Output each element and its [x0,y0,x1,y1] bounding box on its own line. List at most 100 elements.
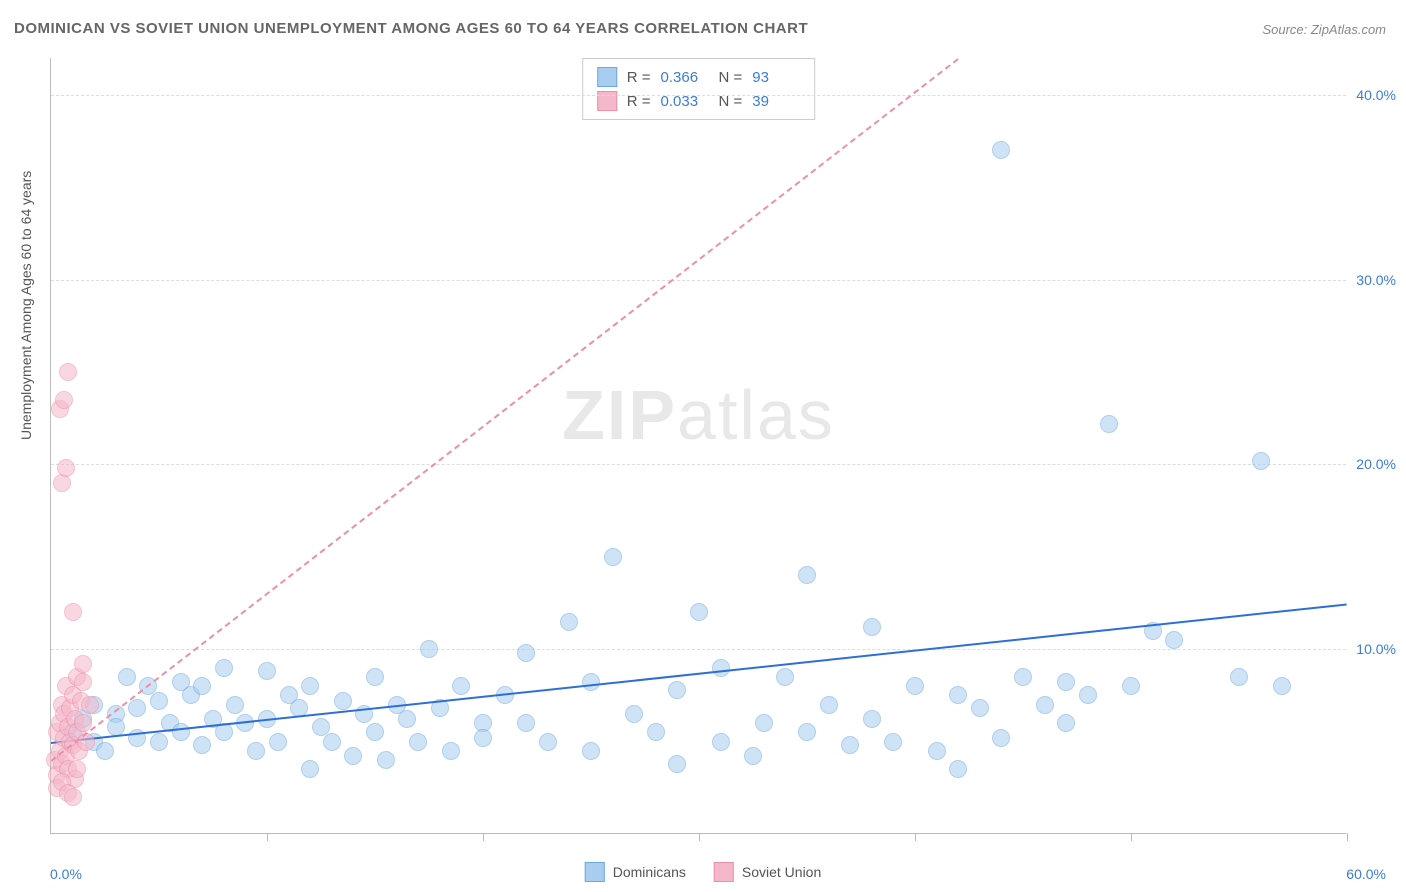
data-point [798,723,816,741]
data-point [81,696,99,714]
data-point [992,729,1010,747]
data-point [1057,673,1075,691]
data-point [64,788,82,806]
legend-swatch [585,862,605,882]
chart-title: DOMINICAN VS SOVIET UNION UNEMPLOYMENT A… [14,20,808,37]
y-tick-label: 40.0% [1356,87,1396,103]
data-point [128,699,146,717]
data-point [884,733,902,751]
data-point [690,603,708,621]
data-point [150,692,168,710]
n-label: N = [719,69,743,86]
data-point [323,733,341,751]
legend-label: Soviet Union [742,864,821,880]
data-point [150,733,168,751]
data-point [57,459,75,477]
data-point [301,677,319,695]
r-label: R = [627,69,651,86]
legend-swatch [714,862,734,882]
data-point [74,673,92,691]
stats-legend-row: R =0.033N =39 [597,89,801,113]
data-point [744,747,762,765]
data-point [1230,668,1248,686]
data-point [377,751,395,769]
data-point [59,363,77,381]
gridline [51,649,1346,650]
data-point [301,760,319,778]
data-point [625,705,643,723]
data-point [1079,686,1097,704]
data-point [1252,452,1270,470]
data-point [334,692,352,710]
data-point [517,644,535,662]
data-point [1057,714,1075,732]
data-point [420,640,438,658]
scatter-plot-area: ZIPatlas R =0.366N =93R =0.033N =39 [50,58,1346,834]
data-point [928,742,946,760]
stats-legend-row: R =0.366N =93 [597,65,801,89]
data-point [247,742,265,760]
x-axis-max-label: 60.0% [1346,866,1386,882]
data-point [1100,415,1118,433]
data-point [474,729,492,747]
data-point [1165,631,1183,649]
data-point [992,141,1010,159]
data-point [517,714,535,732]
data-point [539,733,557,751]
y-tick-label: 20.0% [1356,456,1396,472]
series-legend: Dominicans Soviet Union [585,862,822,882]
data-point [712,733,730,751]
data-point [949,760,967,778]
y-axis-label: Unemployment Among Ages 60 to 64 years [18,171,34,440]
data-point [226,696,244,714]
x-tick [1131,833,1132,841]
data-point [668,681,686,699]
x-tick [483,833,484,841]
data-point [258,662,276,680]
gridline [51,464,1346,465]
data-point [604,548,622,566]
data-point [452,677,470,695]
data-point [442,742,460,760]
y-tick-label: 30.0% [1356,272,1396,288]
data-point [1014,668,1032,686]
watermark-suffix: atlas [677,376,835,454]
data-point [820,696,838,714]
data-point [96,742,114,760]
bottom-legend-item: Soviet Union [714,862,821,882]
x-tick [915,833,916,841]
data-point [560,613,578,631]
data-point [841,736,859,754]
data-point [668,755,686,773]
data-point [1122,677,1140,695]
data-point [193,677,211,695]
data-point [949,686,967,704]
data-point [798,566,816,584]
data-point [755,714,773,732]
legend-label: Dominicans [613,864,686,880]
watermark-text: ZIPatlas [562,375,835,455]
trend-line [50,58,958,762]
data-point [172,723,190,741]
gridline [51,95,1346,96]
data-point [269,733,287,751]
data-point [906,677,924,695]
data-point [55,391,73,409]
data-point [776,668,794,686]
data-point [647,723,665,741]
data-point [971,699,989,717]
data-point [118,668,136,686]
n-value: 93 [752,69,800,86]
x-tick [1347,833,1348,841]
data-point [366,668,384,686]
watermark-prefix: ZIP [562,376,677,454]
data-point [863,618,881,636]
data-point [863,710,881,728]
data-point [712,659,730,677]
data-point [193,736,211,754]
x-tick [267,833,268,841]
legend-swatch [597,67,617,87]
x-axis-min-label: 0.0% [50,866,82,882]
gridline [51,280,1346,281]
data-point [74,655,92,673]
